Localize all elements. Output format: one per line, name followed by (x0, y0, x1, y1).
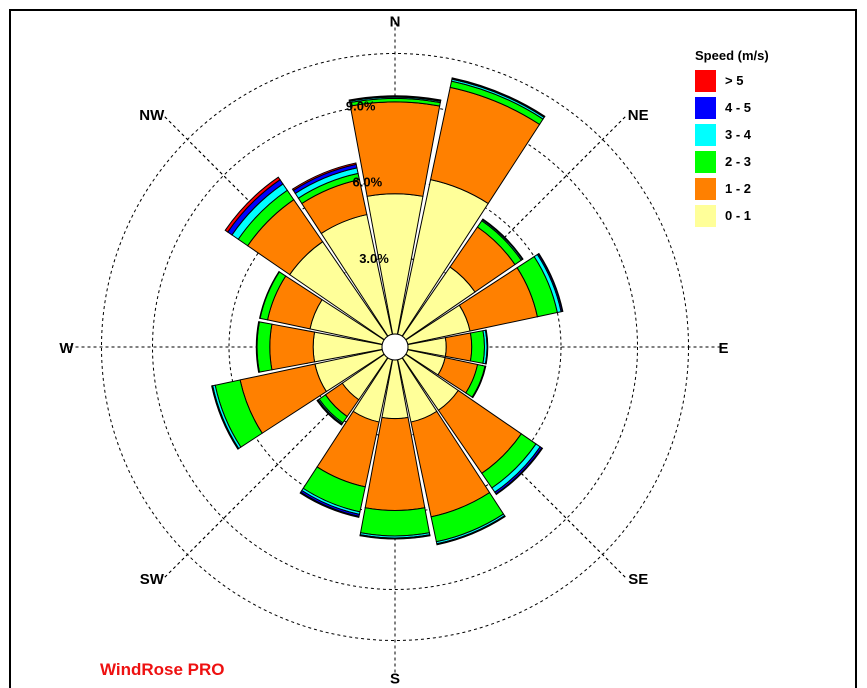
direction-label-NW: NW (139, 107, 165, 124)
legend-swatch (695, 70, 716, 92)
legend-swatch (695, 151, 716, 173)
legend-label: 1 - 2 (725, 181, 751, 196)
direction-label-SW: SW (140, 571, 165, 588)
petal-W-3_4 (255, 321, 260, 373)
ring-labels: 3.0% 6.0% 9.0% (346, 98, 389, 265)
legend-label: 2 - 3 (725, 154, 751, 169)
petal-SW-_5 (316, 399, 343, 426)
calm-circle (381, 333, 409, 361)
petal-SSE-_5 (436, 515, 506, 546)
legend-label: 0 - 1 (725, 208, 751, 223)
petal-ENE-_5 (537, 252, 564, 313)
petal-WSW-_5 (211, 385, 239, 450)
direction-label-E: E (718, 340, 728, 357)
petal-W-1_2 (269, 323, 316, 371)
direction-label-S: S (390, 671, 400, 688)
legend-label: > 5 (725, 73, 743, 88)
legend-label: 3 - 4 (725, 127, 752, 142)
legend-swatch (695, 205, 716, 227)
legend-title: Speed (m/s) (695, 48, 769, 63)
petal-WNW-3_4 (258, 270, 280, 319)
petal-S-2_3 (359, 507, 431, 537)
legend-swatch (695, 178, 716, 200)
petal-SE-_5 (495, 447, 544, 496)
petal-NW-_5 (224, 176, 281, 233)
direction-labels: N NE E SE S SW W NW (59, 14, 728, 688)
petal-ESE-4_5 (471, 365, 487, 399)
ring-label: 3.0% (359, 251, 389, 266)
petal-NNE-_5 (451, 77, 546, 118)
petals (211, 77, 564, 546)
petal-N-_5 (348, 95, 442, 102)
petal-W-2_3 (256, 321, 273, 373)
legend-label: 4 - 5 (725, 100, 751, 115)
ring-label: 6.0% (353, 175, 383, 190)
petal-SSW-_5 (299, 491, 360, 518)
direction-label-NE: NE (628, 107, 649, 124)
petal-NNW-_5 (291, 162, 357, 192)
petal-E-2_3 (469, 330, 485, 364)
petal-S-_5 (359, 534, 431, 540)
direction-label-SE: SE (628, 571, 648, 588)
legend-swatch (695, 124, 716, 146)
direction-label-N: N (390, 14, 401, 31)
petal-E-1_2 (444, 332, 473, 362)
petal-E-4_5 (484, 329, 489, 365)
ring-label: 9.0% (346, 98, 376, 113)
brand-label: WindRose PRO (100, 660, 225, 679)
legend: Speed (m/s) > 5 4 - 5 3 - 4 2 - 3 1 - 2 0 - 1 (695, 48, 769, 227)
legend-swatch (695, 97, 716, 119)
direction-label-W: W (59, 340, 74, 357)
petal-NE-_5 (482, 218, 524, 260)
